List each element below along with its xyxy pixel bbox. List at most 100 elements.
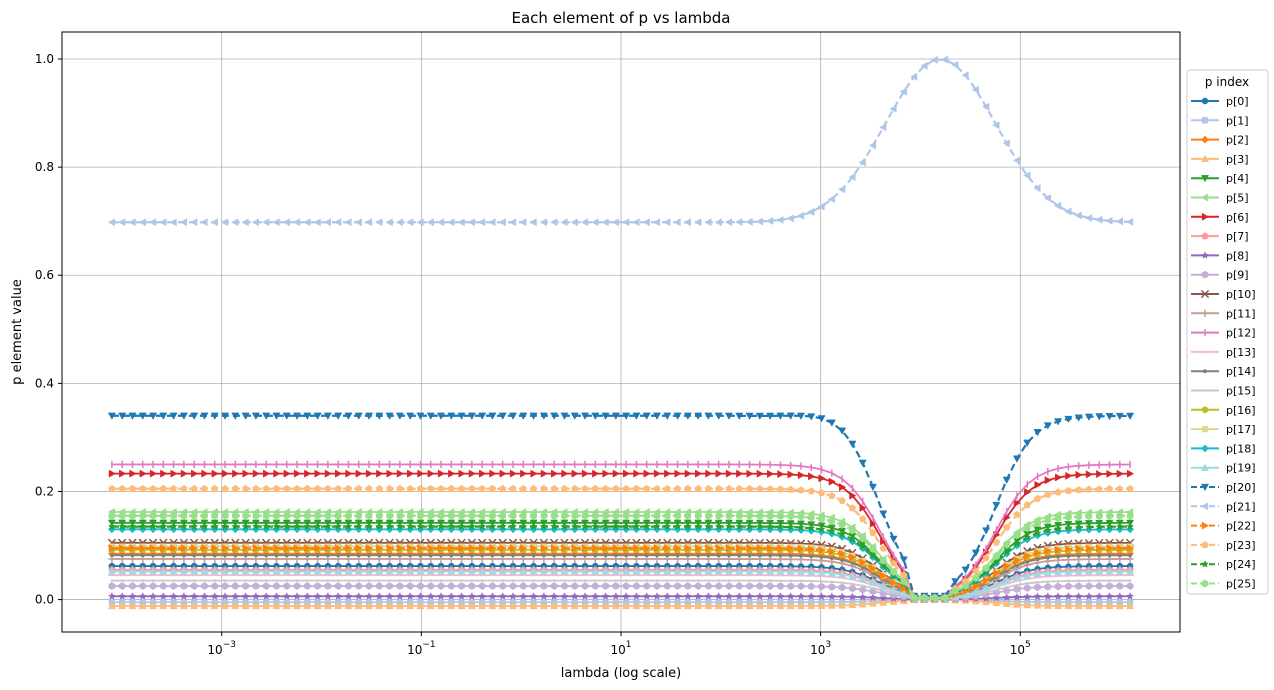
- series-line: [111, 487, 1131, 599]
- series-p-15: [110, 579, 1132, 601]
- data-point: [118, 567, 127, 575]
- data-point: [406, 592, 415, 600]
- data-point: [861, 584, 865, 588]
- data-point: [367, 579, 371, 582]
- data-point: [107, 412, 116, 420]
- data-point: [601, 412, 610, 420]
- data-point: [623, 469, 631, 478]
- data-point: [406, 412, 415, 420]
- data-point: [220, 592, 230, 600]
- data-point: [828, 477, 836, 486]
- data-point: [674, 511, 681, 520]
- data-point: [1126, 412, 1135, 421]
- data-point: [796, 567, 806, 575]
- data-point: [149, 544, 158, 553]
- data-point: [1023, 439, 1032, 447]
- data-point: [583, 579, 587, 582]
- data-point: [570, 592, 579, 600]
- data-point: [365, 544, 374, 553]
- data-point: [766, 469, 775, 478]
- data-point: [757, 553, 762, 558]
- data-point: [139, 582, 147, 590]
- data-point: [1106, 469, 1114, 478]
- series-p-25: [108, 511, 1134, 602]
- data-point: [1116, 511, 1124, 520]
- data-point: [1096, 470, 1104, 479]
- data-point: [551, 544, 559, 553]
- legend-entry: p[23]: [1191, 539, 1256, 552]
- data-point: [580, 218, 589, 227]
- data-point: [252, 484, 260, 492]
- data-point: [868, 141, 877, 150]
- legend-entry: p[4]: [1191, 172, 1249, 185]
- data-point: [457, 601, 466, 610]
- data-point: [149, 582, 157, 590]
- data-point: [890, 578, 898, 587]
- data-point: [879, 123, 887, 132]
- data-point: [818, 515, 825, 523]
- data-point: [787, 544, 795, 553]
- data-point: [498, 567, 507, 575]
- data-point: [324, 469, 333, 478]
- data-point: [900, 584, 908, 593]
- data-point: [776, 567, 785, 575]
- data-point: [570, 218, 578, 227]
- data-point: [848, 600, 857, 609]
- data-point: [550, 601, 559, 610]
- data-point: [786, 567, 795, 575]
- data-point: [498, 601, 507, 610]
- data-point: [159, 567, 168, 575]
- data-point: [119, 469, 127, 478]
- legend-marker: [1201, 540, 1209, 549]
- data-point: [807, 413, 816, 421]
- data-point: [633, 469, 641, 478]
- data-point: [735, 511, 743, 520]
- data-point: [920, 61, 928, 70]
- data-point: [262, 522, 271, 531]
- data-point: [561, 544, 569, 553]
- data-point: [160, 544, 168, 553]
- data-point: [344, 592, 353, 600]
- legend-label: p[25]: [1226, 578, 1256, 591]
- data-point: [346, 553, 351, 558]
- data-point: [704, 567, 713, 575]
- data-point: [849, 553, 857, 562]
- data-point: [858, 574, 867, 583]
- data-point: [683, 522, 692, 531]
- data-point: [1126, 484, 1134, 492]
- data-point: [735, 218, 743, 227]
- data-point: [1064, 592, 1073, 600]
- data-point: [539, 592, 548, 600]
- data-point: [118, 218, 126, 227]
- data-point: [345, 544, 353, 553]
- data-point: [285, 579, 289, 582]
- data-point: [632, 218, 640, 227]
- data-point: [1012, 592, 1022, 601]
- data-point: [715, 511, 723, 520]
- data-point: [354, 412, 363, 420]
- data-point: [447, 412, 456, 420]
- data-point: [169, 484, 178, 492]
- data-point: [313, 592, 322, 600]
- data-point: [633, 582, 640, 590]
- data-point: [220, 522, 230, 531]
- data-point: [971, 85, 979, 94]
- legend-marker: [1201, 444, 1209, 453]
- data-point: [323, 218, 332, 227]
- data-point: [830, 580, 834, 584]
- data-point: [159, 412, 168, 420]
- data-point: [385, 567, 394, 575]
- data-point: [416, 484, 425, 492]
- data-point: [705, 544, 713, 553]
- data-point: [159, 601, 168, 610]
- data-point: [303, 582, 311, 590]
- legend-marker: [1200, 154, 1210, 163]
- data-point: [550, 511, 558, 520]
- data-point: [766, 592, 775, 600]
- data-point: [295, 579, 299, 582]
- data-point: [642, 412, 651, 420]
- data-point: [560, 601, 569, 610]
- legend-label: p[13]: [1226, 346, 1256, 359]
- data-point: [971, 588, 980, 596]
- data-point: [253, 553, 258, 558]
